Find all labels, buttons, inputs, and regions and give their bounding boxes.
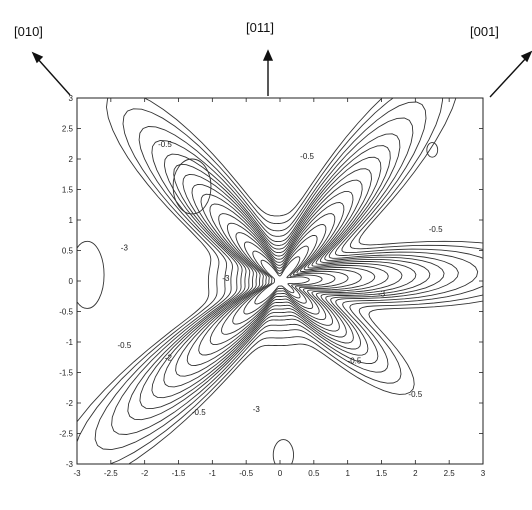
contour-island xyxy=(172,158,212,215)
contour-label: -3 xyxy=(378,289,386,298)
x-tick-label: 0 xyxy=(278,469,283,478)
contour-line xyxy=(175,179,403,377)
x-tick-label: -1 xyxy=(209,469,217,478)
contour-label: -0.5 xyxy=(117,341,131,350)
y-tick-label: -0.5 xyxy=(59,308,73,317)
contour-label: -2 xyxy=(165,353,173,362)
x-tick-label: 2 xyxy=(413,469,418,478)
x-tick-label: -1.5 xyxy=(172,469,186,478)
contour-label: -3 xyxy=(121,244,129,253)
contour-line xyxy=(151,156,431,399)
y-tick-label: 3 xyxy=(69,94,74,103)
x-tick-label: 2.5 xyxy=(444,469,456,478)
contour-line xyxy=(127,133,459,421)
y-tick-label: -1.5 xyxy=(59,369,73,378)
contour-label: -0.5 xyxy=(158,140,172,149)
x-tick-label: 1.5 xyxy=(376,469,388,478)
contour-line xyxy=(198,202,376,356)
contour-line xyxy=(77,98,483,464)
contour-lines xyxy=(77,98,483,464)
y-tick-label: -3 xyxy=(66,460,74,469)
contour-label: -0.5 xyxy=(300,152,314,161)
direction-label-001: [001] xyxy=(470,24,499,39)
arrow-001 xyxy=(489,56,528,98)
contour-line xyxy=(139,145,445,410)
contour-line xyxy=(221,224,349,335)
x-tick-label: -2.5 xyxy=(104,469,118,478)
contour-labels: -0.5 -0.5 -0.5 -3 -3 -3 -0.5 -2 -0.5 -0.5 -3 -0.5 xyxy=(117,140,443,417)
contour-label: -0.5 xyxy=(348,356,362,365)
y-tick-label: 2 xyxy=(69,155,74,164)
contour-line xyxy=(77,98,483,464)
arrow-010-head xyxy=(31,51,44,64)
y-tick-label: 1.5 xyxy=(62,186,74,195)
y-tick-label: 1 xyxy=(69,216,74,225)
y-tick-label: -1 xyxy=(66,338,74,347)
x-tick-label: -0.5 xyxy=(239,469,253,478)
contour-label: -0.5 xyxy=(429,225,443,234)
contour-line xyxy=(232,234,336,325)
contour-line xyxy=(243,245,323,315)
arrow-011-head xyxy=(262,49,274,61)
contour-label: -0.5 xyxy=(408,390,422,399)
contour-island xyxy=(272,439,294,464)
y-tick-label: 2.5 xyxy=(62,125,74,134)
axis-ticks: -3 -2.5 -2 -1.5 -1 -0.5 0 0.5 1 1.5 2 2.5 3 3 2.5 2 1.5 1… xyxy=(59,94,486,478)
contour-line xyxy=(94,101,483,451)
contour-line xyxy=(186,190,389,366)
y-tick-label: -2 xyxy=(66,399,74,408)
arrow-001-head xyxy=(520,50,532,63)
contour-line xyxy=(163,168,417,388)
direction-label-011: [011] xyxy=(246,20,274,35)
contour-label: -0.5 xyxy=(192,408,206,417)
x-tick-label: -2 xyxy=(141,469,149,478)
arrow-010 xyxy=(36,57,71,96)
direction-arrows xyxy=(31,49,532,98)
x-tick-label: 1 xyxy=(345,469,350,478)
contour-line xyxy=(111,117,479,435)
y-tick-label: 0.5 xyxy=(62,247,74,256)
direction-label-010: [010] xyxy=(14,24,43,39)
x-tick-label: -3 xyxy=(73,469,81,478)
x-tick-label: 3 xyxy=(481,469,486,478)
y-tick-label: 0 xyxy=(69,277,74,286)
y-tick-label: -2.5 xyxy=(59,430,73,439)
contour-label: -3 xyxy=(253,405,261,414)
contour-line xyxy=(209,213,362,346)
contour-line xyxy=(254,256,310,305)
plot-frame xyxy=(76,97,484,465)
contour-island xyxy=(77,240,105,309)
contour-island xyxy=(426,142,439,158)
contour-label: -3 xyxy=(222,274,230,283)
x-tick-label: 0.5 xyxy=(308,469,320,478)
